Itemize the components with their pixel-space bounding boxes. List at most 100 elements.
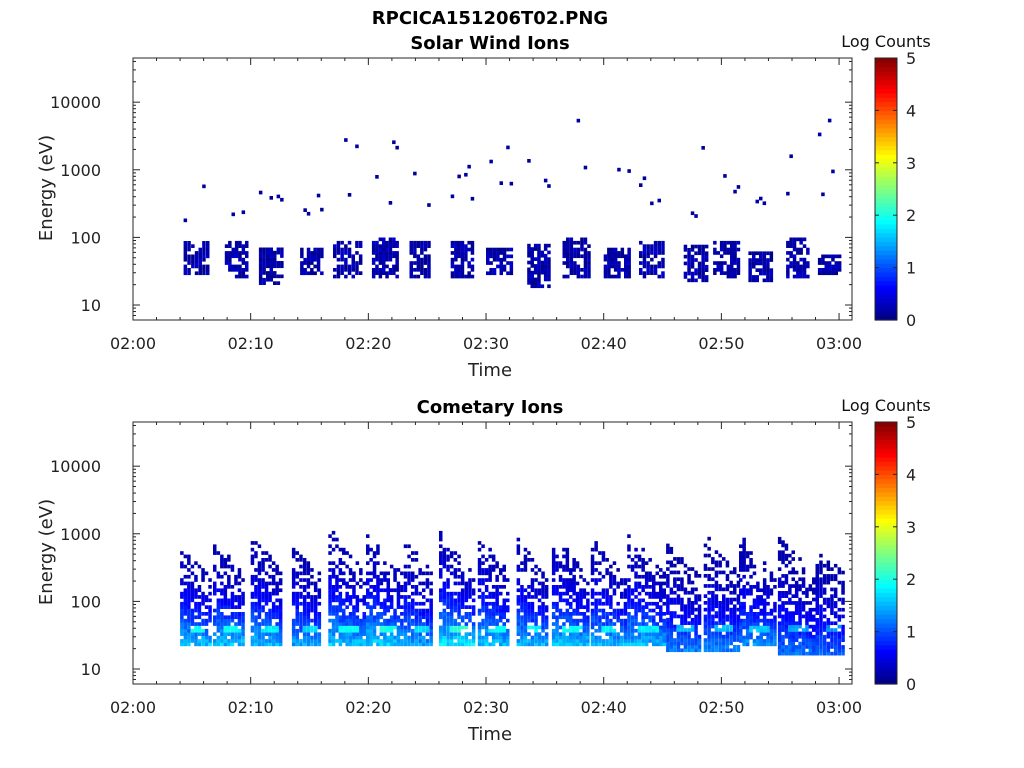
spectrogram-cell [534,578,538,582]
spectrogram-cell [742,558,746,562]
spectrogram-cell [824,268,828,272]
spectrogram-cell [254,642,258,647]
spectrogram-cell [372,618,377,623]
spectrogram-cell [468,578,472,582]
spectrogram-cell [425,642,430,647]
spectrogram-cell [784,594,789,598]
spectrogram-cell [396,615,401,620]
spectrogram-cell [833,591,838,595]
spectrogram-cell [223,564,228,569]
spectrogram-cell [237,601,242,606]
spectrogram-cell [187,635,191,640]
spectrogram-cell [551,564,556,569]
spectrogram-cell [630,618,635,623]
spectrogram-cell [680,631,684,636]
spectrogram-cell [369,608,373,613]
spectrogram-cell [520,608,524,613]
spectrogram-cell [673,580,677,585]
spectrogram-cell [213,615,217,620]
spectrogram-cell [694,621,698,625]
spectrogram-cell [202,251,206,255]
spectrogram-cell [582,642,587,647]
spectrogram-cell [620,268,625,272]
spectrogram-cell [598,615,602,620]
spectrogram-cell [257,639,262,643]
colorbar-segment [875,618,897,624]
spectrogram-cell [534,612,538,616]
spectrogram-cell [407,642,411,647]
spectrogram-cell [537,591,542,596]
spectrogram-cell [736,648,741,653]
spectrogram-cell [703,574,708,578]
spectrogram-cell [386,595,390,599]
spectrogram-cell [680,648,684,653]
spectrogram-cell [257,612,262,616]
spectrogram-cell [306,257,311,262]
spectrogram-cell [786,257,790,262]
spectrogram-cell [372,551,377,555]
spectrogram-cell [806,247,810,252]
spectrogram-cell [491,632,496,636]
spectrogram-cell [468,605,472,609]
spectrogram-cell [659,615,663,620]
spectrogram-cell [777,550,782,555]
solar-wind-ylabel: Energy (eV) [36,135,57,241]
spectrogram-cell [300,261,304,265]
spectrogram-cell [562,578,566,582]
spectrogram-cell [194,625,198,630]
spectrogram-cell [386,605,390,609]
spectrogram-cell [425,639,430,643]
spectrogram-cell [555,639,559,643]
spectrogram-cell [198,251,202,255]
spectrogram-cell [393,615,397,620]
spectrogram-cell [662,581,666,586]
spectrogram-cell [703,601,708,605]
spectrogram-cell [562,251,566,255]
spectrogram-cell [718,621,722,625]
colorbar-tick-label: 1 [906,623,916,642]
spectrogram-cell [523,618,528,623]
spectrogram-cell [275,598,279,603]
spectrogram-cell [371,261,376,265]
spectrogram-cell [634,588,638,593]
spectrogram-cell [551,628,556,633]
spectrogram-cell [576,251,581,255]
spectrogram-cell [657,240,661,245]
spectrogram-cell [769,632,774,636]
spectrogram-cell [601,554,606,559]
spectrogram-cell [781,550,785,555]
spectrogram-cell [650,244,654,248]
spectrogram-cell [530,635,535,640]
spectrogram-cell [348,571,353,576]
spectrogram-cell [815,634,819,639]
spectrogram-cell [342,632,346,636]
spectrogram-cell [234,251,239,255]
spectrogram-cell [569,578,573,582]
spectrogram-cell [355,264,359,269]
spectrogram-cell [657,247,661,252]
spectrogram-cell [541,581,545,586]
spectrogram-cell [613,251,618,255]
spectrogram-cell [223,595,228,599]
spectrogram-cell [355,625,360,630]
spectrogram-cell [582,628,587,633]
spectrogram-cell [245,264,249,269]
spectrogram-cell [198,264,202,269]
spectrogram-cell [442,558,447,562]
spectrogram-cell [230,598,235,603]
spectrogram-cell [502,264,507,269]
spectrogram-cell [194,257,199,262]
spectrogram-cell [623,608,628,613]
spectrogram-cell [484,595,489,599]
spectrogram-cell [295,595,299,599]
spectrogram-cell [499,605,503,609]
spectrogram-cell [646,244,650,248]
spectrogram-cell [730,247,734,252]
spectrogram-cell [555,554,559,559]
spectrogram-cell [716,261,720,265]
spectrogram-cell [372,554,377,559]
spectrogram-cell [366,547,370,552]
spectrogram-cell [396,628,401,633]
spectrogram-cell [520,635,524,640]
